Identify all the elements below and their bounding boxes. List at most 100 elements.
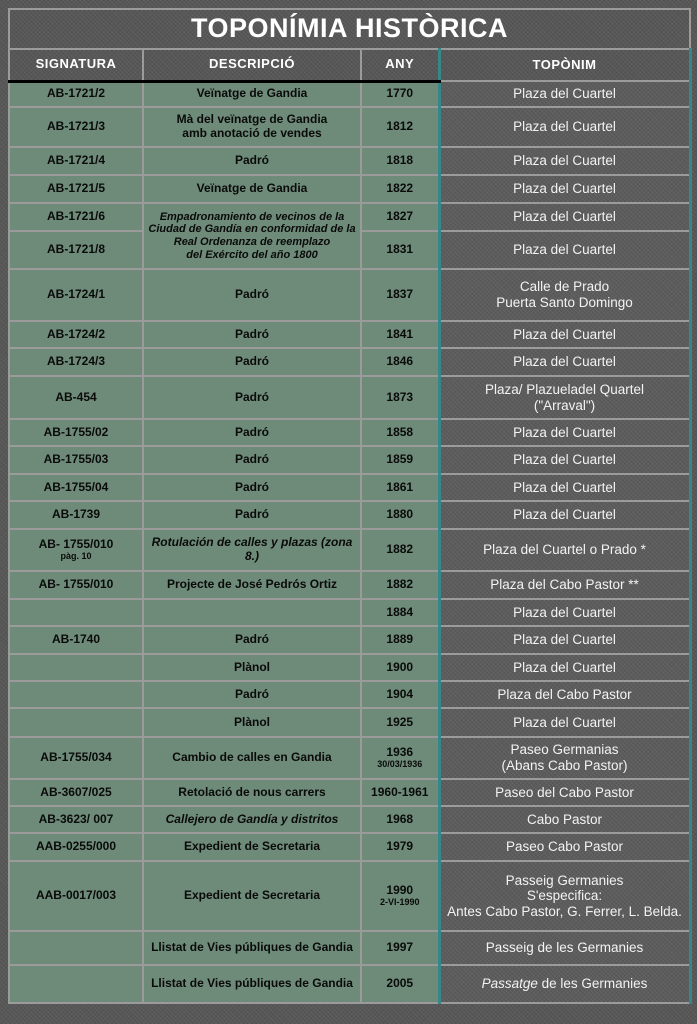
cell-any: 1882 (360, 528, 440, 572)
cell-toponim: Plaza del Cuartel (437, 625, 692, 655)
table-row: AB-1721/3 Mà del veïnatge de Gandia amb … (8, 106, 692, 148)
cell-any: 1936 30/03/1936 (360, 736, 440, 780)
cell-signatura: AB-1755/02 (8, 418, 144, 447)
cell-descripcio: Padró (142, 418, 362, 447)
cell-toponim: Plaza del Cuartel (437, 707, 692, 738)
cell-descripcio: Retolació de nous carrers (142, 778, 362, 807)
cell-any: 1889 (360, 625, 440, 655)
cell-any: 1882 (360, 570, 440, 600)
any-subtext: 2-VI-1990 (379, 896, 420, 907)
cell-signatura: AB-3607/025 (8, 778, 144, 807)
cell-toponim: Plaza del Cuartel (437, 80, 692, 108)
cell-toponim: Plaza del Cuartel (437, 320, 692, 349)
cell-toponim: Plaza del Cuartel (437, 106, 692, 148)
table-row: AB-3623/ 007 Callejero de Gandía y distr… (8, 805, 692, 834)
cell-signatura: AB-1724/3 (8, 347, 144, 377)
cell-descripcio: Mà del veïnatge de Gandia amb anotació d… (142, 106, 362, 148)
cell-signatura (8, 707, 144, 738)
table-row: Plànol 1925 Plaza del Cuartel (8, 707, 692, 738)
cell-signatura: AB-1755/04 (8, 473, 144, 502)
cell-signatura: AB-454 (8, 375, 144, 420)
cell-signatura (8, 680, 144, 709)
cell-toponim: Passatge de les Germanies (437, 964, 692, 1004)
table-row: AB-1721/4 Padró 1818 Plaza del Cuartel (8, 146, 692, 176)
cell-signatura: AB-1721/4 (8, 146, 144, 176)
any-subtext: 30/03/1936 (377, 758, 423, 769)
cell-descripcio: Llistat de Vies públiques de Gandia (142, 930, 362, 966)
cell-any: 1841 (360, 320, 440, 349)
table-row: Llistat de Vies públiques de Gandia 2005… (8, 964, 692, 1004)
cell-descripcio: Llistat de Vies públiques de Gandia (142, 964, 362, 1004)
cell-toponim: Plaza del Cuartel (437, 146, 692, 176)
cell-any: 1968 (360, 805, 440, 834)
cell-signatura (8, 598, 144, 627)
cell-descripcio: Plànol (142, 707, 362, 738)
toponim-italic-part: Passatge (481, 976, 538, 992)
table-row: AB- 1755/010 Projecte de José Pedrós Ort… (8, 570, 692, 600)
cell-descripcio: Expedient de Secretaria (142, 860, 362, 932)
cell-toponim: Plaza del Cuartel (437, 653, 692, 682)
cell-signatura: AB-1721/3 (8, 106, 144, 148)
table-row: AB-1724/1 Padró 1837 Calle de Prado Puer… (8, 268, 692, 322)
cell-signatura: AB-1740 (8, 625, 144, 655)
cell-signatura: AAB-0017/003 (8, 860, 144, 932)
cell-toponim: Plaza del Cuartel (437, 598, 692, 627)
cell-signatura: AB-3623/ 007 (8, 805, 144, 834)
cell-signatura (8, 930, 144, 966)
cell-toponim: Plaza del Cabo Pastor ** (437, 570, 692, 600)
cell-any: 1858 (360, 418, 440, 447)
cell-any: 1846 (360, 347, 440, 377)
cell-toponim: Plaza del Cuartel (437, 500, 692, 530)
column-header-any: ANY (360, 48, 440, 83)
cell-toponim: Plaza del Cuartel (437, 174, 692, 204)
cell-any: 1812 (360, 106, 440, 148)
table-row: AB-1721/6 Empadronamiento de vecinos de … (8, 202, 692, 270)
column-header-signatura: SIGNATURA (8, 48, 144, 83)
cell-descripcio: Plànol (142, 653, 362, 682)
cell-toponim: Plaza del Cuartel (437, 418, 692, 447)
cell-any: 1900 (360, 653, 440, 682)
cell-any: 1884 (360, 598, 440, 627)
cell-toponim: Plaza del Cuartel o Prado * (437, 528, 692, 572)
toponimia-table: TOPONÍMIA HISTÒRICA SIGNATURA DESCRIPCIÓ… (7, 8, 692, 1004)
cell-toponim: Paseo Cabo Pastor (437, 832, 692, 862)
cell-descripcio (142, 598, 362, 627)
cell-any: 1831 (360, 230, 440, 270)
cell-descripcio: Veïnatge de Gandia (142, 174, 362, 204)
table-row: 1884 Plaza del Cuartel (8, 598, 692, 627)
cell-signatura: AB- 1755/010 (8, 570, 144, 600)
cell-signatura: AB-1721/2 (8, 80, 144, 108)
cell-any: 1837 (360, 268, 440, 322)
table-row: AB-1721/2 Veïnatge de Gandia 1770 Plaza … (8, 80, 692, 108)
cell-toponim: Paseo Germanias (Abans Cabo Pastor) (437, 736, 692, 780)
cell-any: 1822 (360, 174, 440, 204)
cell-descripcio: Padró (142, 625, 362, 655)
table-row: AB-1721/8 1831 Plaza del Cuartel (8, 230, 692, 270)
cell-signatura: AB-1724/2 (8, 320, 144, 349)
cell-signatura: AB-1724/1 (8, 268, 144, 322)
column-header-toponim: TOPÒNIM (437, 48, 692, 82)
signatura-subtext: pàg. 10 (60, 550, 92, 561)
cell-descripcio: Veïnatge de Gandia (142, 80, 362, 108)
cell-signatura (8, 964, 144, 1004)
cell-toponim: Paseo del Cabo Pastor (437, 778, 692, 807)
cell-any: 1960-1961 (360, 778, 440, 807)
cell-any: 1990 2-VI-1990 (360, 860, 440, 932)
cell-descripcio: Padró (142, 347, 362, 377)
cell-any: 1904 (360, 680, 440, 709)
cell-any: 1770 (360, 80, 440, 108)
cell-descripcio: Callejero de Gandía y distritos (142, 805, 362, 834)
cell-descripcio: Padró (142, 375, 362, 420)
cell-descripcio: Expedient de Secretaria (142, 832, 362, 862)
cell-signatura: AB-1739 (8, 500, 144, 530)
table-row: AB-1755/034 Cambio de calles en Gandia 1… (8, 736, 692, 780)
cell-toponim: Plaza del Cabo Pastor (437, 680, 692, 709)
cell-toponim: Cabo Pastor (437, 805, 692, 834)
cell-descripcio: Padró (142, 268, 362, 322)
cell-any: 1880 (360, 500, 440, 530)
cell-descripcio: Rotulación de calles y plazas (zona 8.) (142, 528, 362, 572)
cell-any: 1859 (360, 445, 440, 475)
table-row: AB-1755/02 Padró 1858 Plaza del Cuartel (8, 418, 692, 447)
cell-toponim: Plaza del Cuartel (437, 347, 692, 377)
